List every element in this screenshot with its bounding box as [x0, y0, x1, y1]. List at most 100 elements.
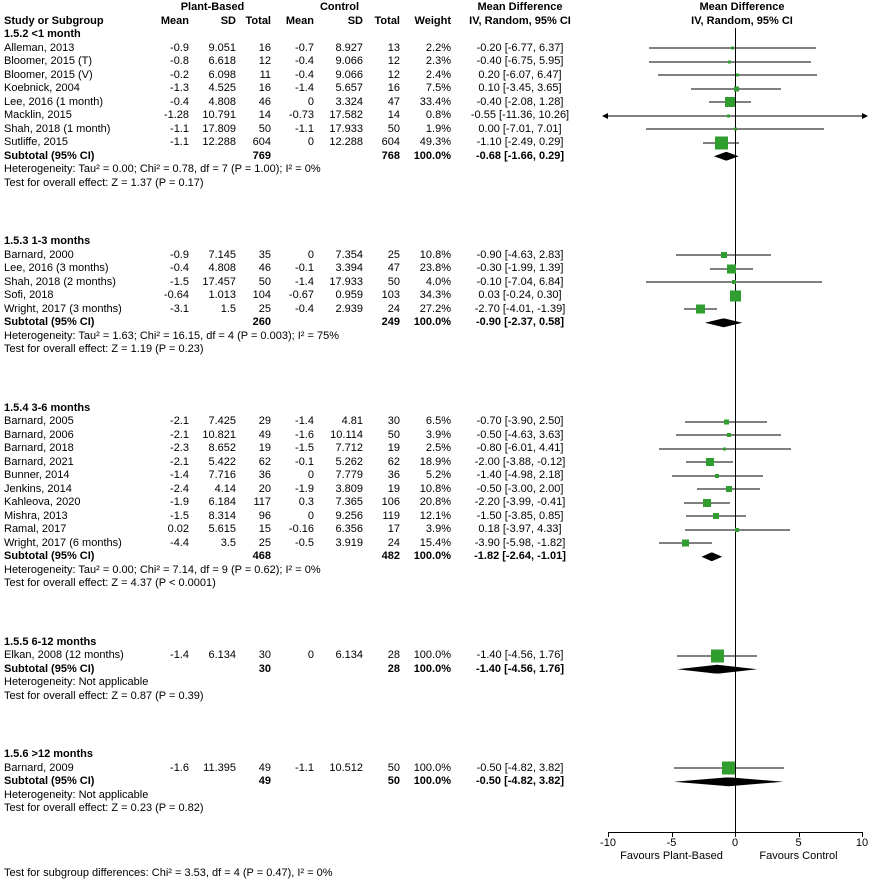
effect-square: [722, 761, 736, 775]
effect-square: [726, 433, 731, 438]
ci-text: -0.40 [-6.75, 5.95]: [476, 55, 564, 67]
subtotal-row: Subtotal (95% CI) 260 249 100.0% -0.90 [-2.3…: [0, 316, 889, 330]
ci-text: -2.20 [-3.99, -0.41]: [474, 496, 566, 508]
control-total: 24: [387, 302, 400, 315]
pb-sd: 7.425: [208, 415, 236, 427]
study-name: Lee, 2016 (3 months): [4, 262, 109, 274]
spacer: [404, 0, 455, 14]
weight: 49.3%: [419, 136, 451, 148]
study-name: Wright, 2017 (3 months): [4, 302, 122, 315]
subtotal-label: Subtotal (95% CI): [4, 149, 95, 162]
subtotal-row: Subtotal (95% CI) 30 28 100.0% -1.40 [-4.56,…: [0, 662, 889, 676]
effect-square: [731, 280, 736, 285]
overall-effect-note-row: Test for overall effect: Z = 1.37 (P = 0…: [0, 176, 889, 190]
weight: 20.8%: [419, 496, 451, 508]
control-mean: -0.4: [295, 55, 314, 67]
pb-sd: 10.821: [202, 428, 236, 441]
ci-arrow-left-icon: [602, 112, 608, 119]
pb-total: 12: [258, 55, 271, 67]
subtotal-control-total: 249: [381, 316, 400, 328]
subgroup-spacer-row: [0, 190, 889, 235]
axis-tick-label: 0: [731, 836, 739, 849]
weight: 12.1%: [419, 509, 451, 522]
weight: 1.9%: [425, 122, 451, 135]
plot-cell: [595, 509, 889, 523]
study-name: Barnard, 2006: [4, 428, 74, 441]
subtotal-weight: 100.0%: [413, 316, 451, 328]
plot-cell: [595, 748, 889, 762]
plot-cell: [595, 482, 889, 496]
spacer: [150, 550, 193, 564]
subgroup-differences-note: Test for subgroup differences: Chi² = 3.…: [0, 866, 889, 880]
ci-text: -0.10 [-7.04, 6.84]: [476, 275, 564, 288]
effect-square: [703, 498, 712, 507]
subgroup-title-row: 1.5.3 1-3 months: [0, 235, 889, 249]
pb-sd: 6.184: [208, 496, 236, 508]
study-row: Barnard, 2006 -2.1 10.821 49 -1.6 10.114 50 3.9…: [0, 428, 889, 442]
pb-mean: -1.28: [163, 109, 189, 121]
ci-text: -0.30 [-1.99, 1.39]: [476, 262, 564, 274]
spacer: [585, 42, 595, 56]
pb-total: 19: [258, 442, 271, 454]
study-name: Wright, 2017 (6 months): [4, 536, 122, 549]
mean-difference-plot-header: Mean Difference: [699, 1, 785, 13]
control-sd: 6.134: [335, 649, 363, 661]
study-row: Elkan, 2008 (12 months) -1.4 6.134 30 0 6.134…: [0, 649, 889, 663]
plot-cell: [595, 676, 889, 690]
control-total: 50: [387, 122, 400, 135]
plot-cell: [595, 536, 889, 550]
plot-cell: [595, 356, 889, 402]
control-group-header: Control: [319, 1, 360, 13]
control-mean: -0.5: [295, 536, 314, 549]
pb-sd: 4.808: [208, 95, 236, 108]
effect-square: [733, 127, 737, 131]
ci-text: -0.50 [-4.63, 3.63]: [476, 428, 564, 441]
plot-cell: [595, 55, 889, 69]
subtotal-diamond: [713, 151, 739, 161]
spacer: [585, 762, 595, 776]
subgroup-title: 1.5.5 6-12 months: [4, 635, 97, 648]
pb-mean: -1.4: [170, 649, 189, 661]
control-total: 50: [387, 761, 400, 774]
effect-square: [724, 97, 735, 108]
spacer: [150, 150, 193, 164]
pb-sd: 3.5: [220, 536, 236, 549]
control-sd: 9.066: [335, 68, 363, 81]
subtotal-pb-total: 49: [258, 775, 271, 787]
study-row: Jenkins, 2014 -2.4 4.14 20 -1.9 3.809 19 10.8% -…: [0, 482, 889, 496]
subtotal-control-total: 482: [381, 550, 400, 562]
ci-text: -1.50 [-3.85, 0.85]: [476, 509, 564, 522]
study-name: Elkan, 2008 (12 months): [4, 649, 124, 661]
study-row: Barnard, 2009 -1.6 11.395 49 -1.1 10.512 50 100…: [0, 761, 889, 776]
overall-effect-note-row: Test for overall effect: Z = 0.23 (P = 0…: [0, 802, 889, 816]
control-total: 14: [387, 109, 400, 121]
pb-total: 30: [258, 649, 271, 661]
subgroup-spacer-row: [0, 703, 889, 748]
pb-total: 25: [258, 536, 271, 549]
weight: 23.8%: [419, 262, 451, 274]
control-sd: 4.81: [341, 415, 363, 427]
weight: 5.2%: [425, 469, 451, 481]
weight: 100.0%: [413, 761, 451, 774]
forest-plot-body: 1.5.2 <1 month Alleman, 2013 -0.9 9.051 16 -0…: [0, 28, 889, 832]
spacer: [585, 550, 595, 564]
spacer: [585, 136, 595, 150]
axis-tick-label: -5: [666, 836, 677, 849]
plot-cell: [595, 28, 889, 42]
plot-cell: [595, 163, 889, 177]
subtotal-row: Subtotal (95% CI) 468 482 100.0% -1.82 [-2.6…: [0, 550, 889, 564]
plot-cell: [595, 248, 889, 262]
plot-cell: [595, 95, 889, 109]
study-row: Barnard, 2021 -2.1 5.422 62 -0.1 5.262 62 18.9%…: [0, 455, 889, 469]
spacer: [585, 775, 595, 789]
ci-text: -3.90 [-5.98, -1.82]: [474, 536, 566, 549]
plot-cell: [595, 775, 889, 789]
study-row: Kahleova, 2020 -1.9 6.184 117 0.3 7.365 106 20.…: [0, 496, 889, 510]
pb-total: 50: [258, 122, 271, 135]
control-mean: -0.16: [288, 523, 314, 535]
control-mean: -1.1: [295, 122, 314, 135]
control-mean: -1.5: [295, 442, 314, 454]
pb-mean: -1.5: [170, 275, 189, 288]
pb-sd: 9.051: [208, 41, 236, 54]
subtotal-diamond: [677, 664, 758, 674]
